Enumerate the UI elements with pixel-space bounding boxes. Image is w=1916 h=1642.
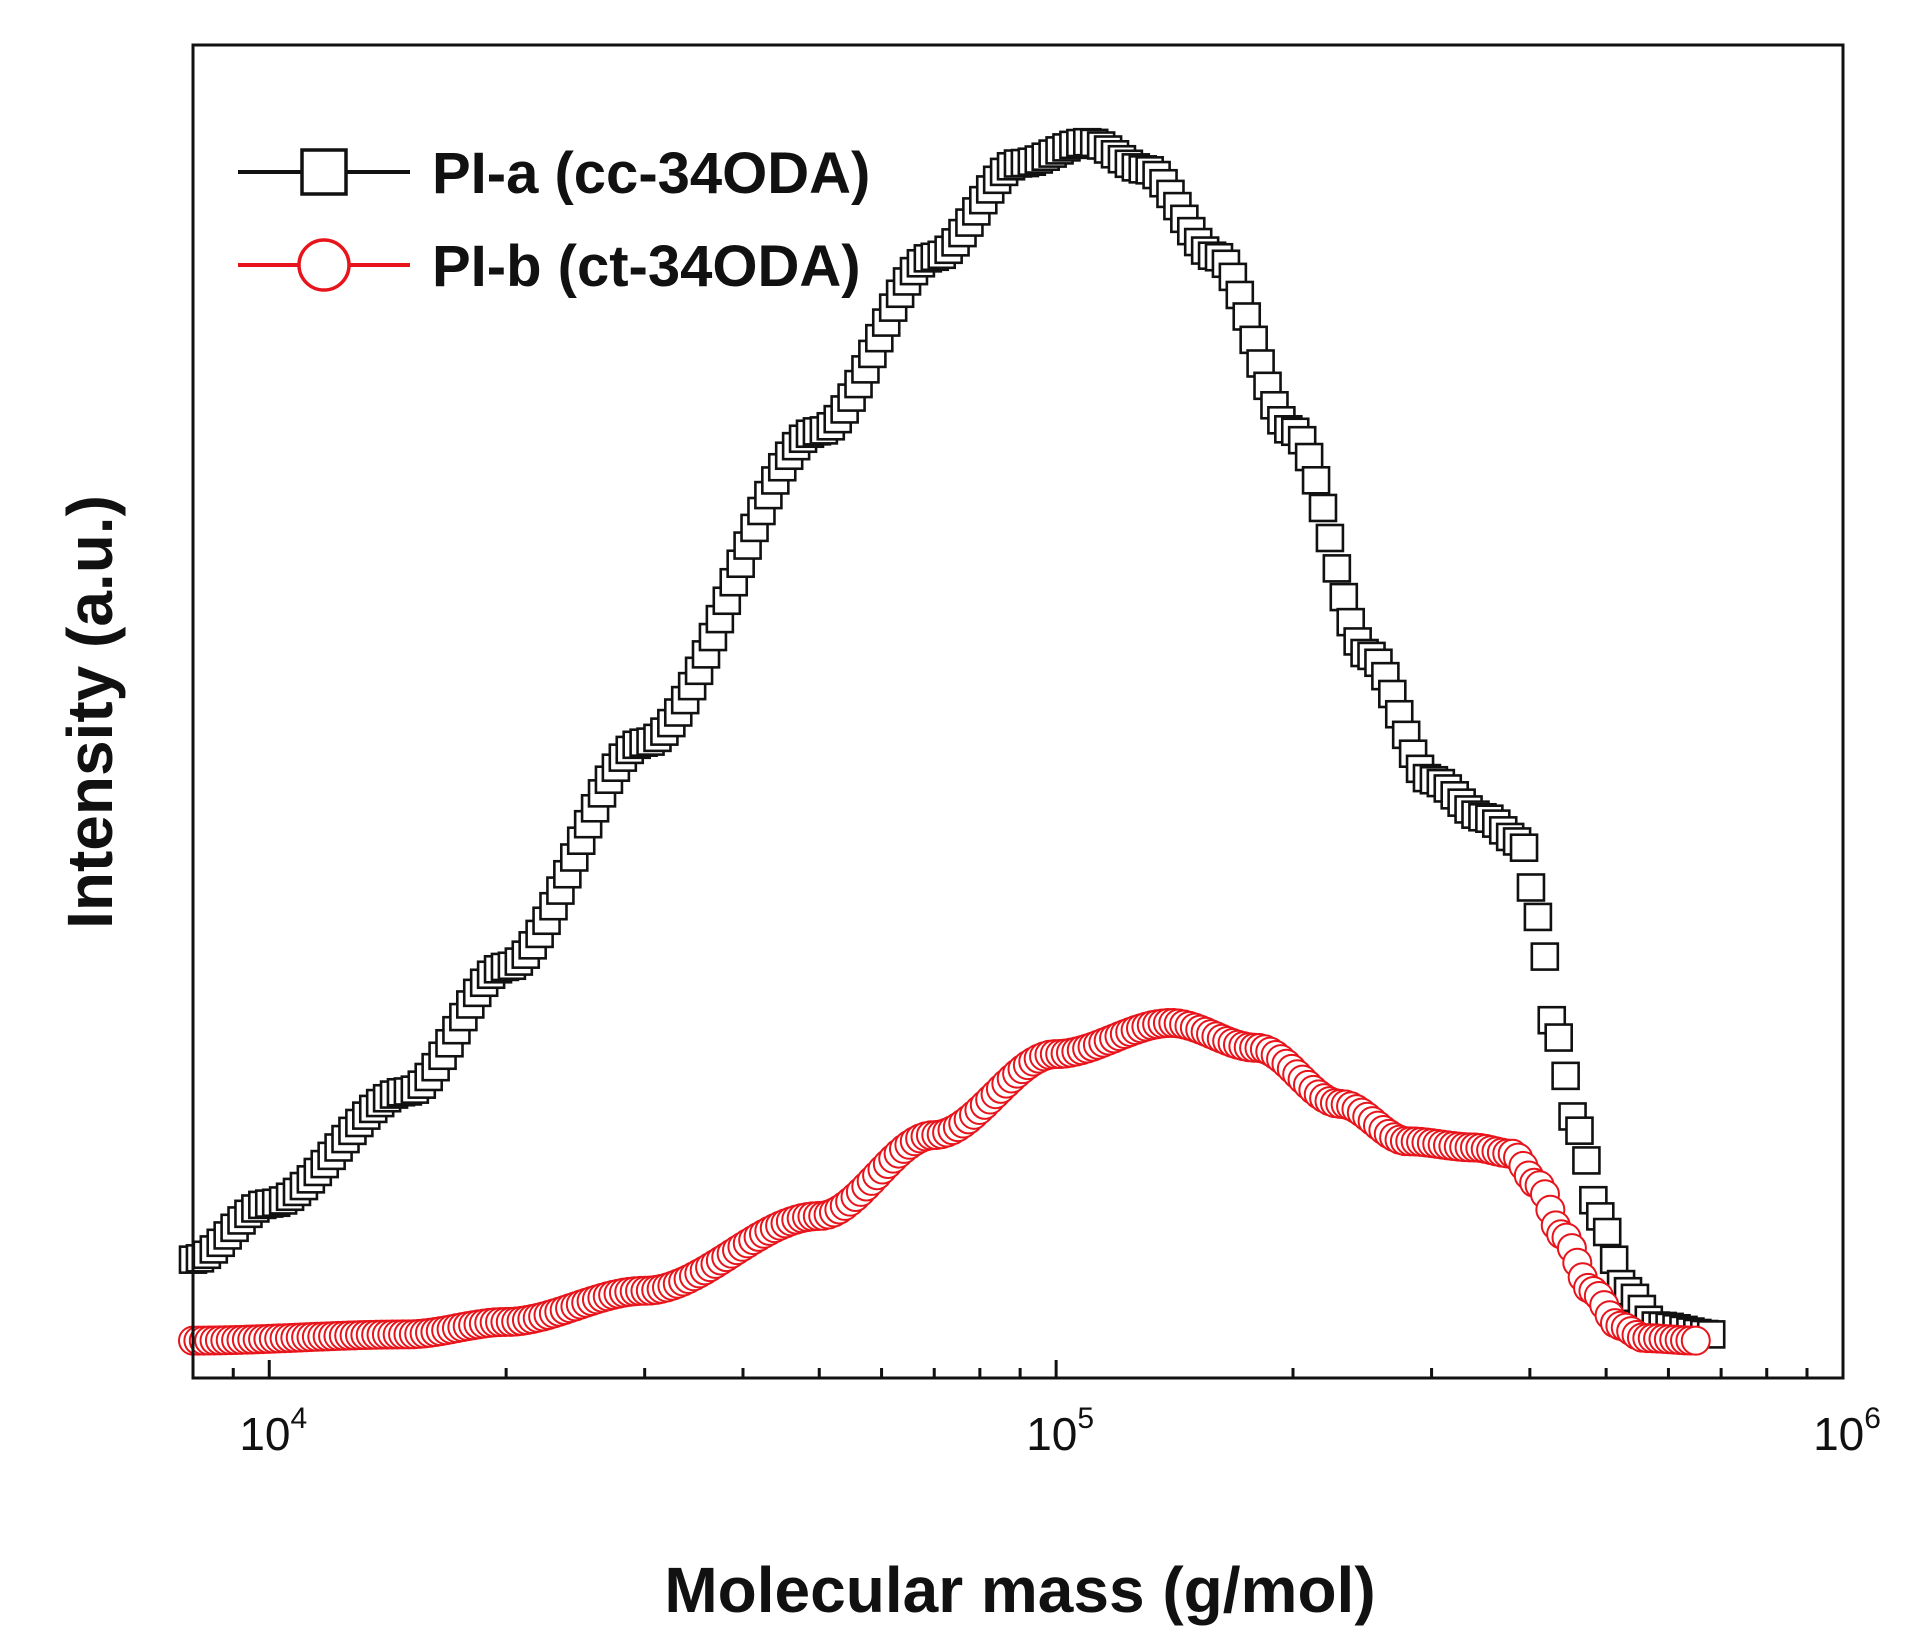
legend-item-2: PI-b (ct-34ODA): [238, 234, 861, 299]
data-point-square: [1565, 1116, 1594, 1145]
data-point-square: [1239, 325, 1268, 355]
x-tick-label: 106: [1813, 1402, 1881, 1460]
series-1: [178, 127, 1726, 1349]
data-point-square: [1322, 554, 1352, 583]
data-point-square: [1516, 873, 1546, 902]
data-point-square: [1544, 1023, 1573, 1052]
x-axis-title: Molecular mass (g/mol): [664, 1554, 1375, 1626]
legend-label: PI-b (ct-34ODA): [432, 234, 861, 299]
data-point-square: [1301, 466, 1331, 495]
series-2: [178, 1007, 1711, 1356]
x-tick-label: 104: [239, 1402, 307, 1460]
legend: PI-a (cc-34ODA) PI-b (ct-34ODA): [238, 141, 870, 299]
data-point-square: [1315, 523, 1345, 553]
series-layer: [178, 127, 1726, 1356]
data-point-circle: [1680, 1325, 1711, 1356]
legend-marker-square: [300, 148, 348, 196]
data-point-square: [1572, 1146, 1601, 1175]
x-tick-label: 105: [1026, 1402, 1094, 1460]
data-point-square: [1551, 1061, 1580, 1091]
data-point-square: [1509, 833, 1539, 863]
data-point-square: [1308, 493, 1338, 523]
plot-frame: [191, 43, 1845, 1380]
data-point-square: [1599, 1245, 1629, 1275]
legend-marker-circle: [297, 238, 351, 292]
data-point-square: [1592, 1217, 1622, 1247]
data-point-square: [1329, 582, 1359, 612]
y-axis-title: Intensity (a.u.): [54, 495, 126, 929]
axes: 104 105 106: [191, 43, 1881, 1460]
data-point-square: [1530, 942, 1560, 971]
legend-item-1: PI-a (cc-34ODA): [238, 141, 870, 206]
legend-label: PI-a (cc-34ODA): [432, 141, 870, 206]
data-point-square: [1523, 902, 1553, 932]
